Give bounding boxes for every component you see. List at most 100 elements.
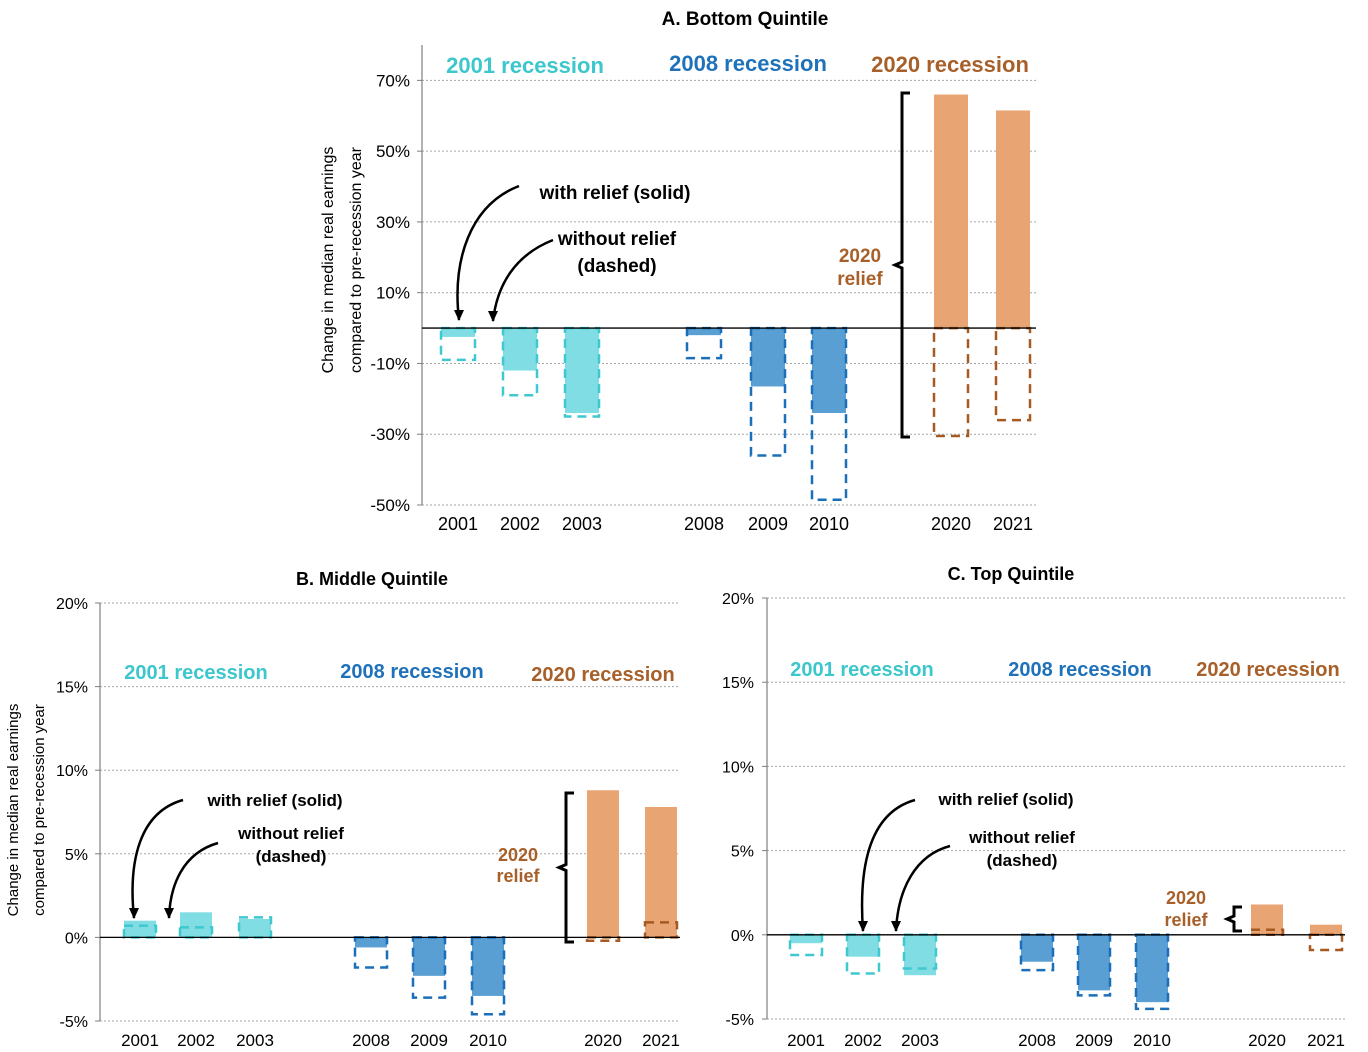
x-tick-label: 2020 [1248,1031,1286,1050]
bar-without-relief-2021 [1308,933,1344,952]
recession-label: 2008 recession [340,661,483,683]
x-tick-label: 2009 [748,514,788,534]
without-relief-annotation: (dashed) [256,847,327,866]
y-tick-label: 10% [56,763,88,780]
bar-with-relief-2002 [503,328,537,371]
x-tick-label: 2003 [236,1031,274,1050]
y-tick-label: 5% [65,847,88,864]
with-relief-annotation: with relief (solid) [206,791,342,810]
y-axis-label-line: compared to pre-recession year [31,704,48,916]
bar-with-relief-2020 [587,790,619,938]
panel-c-top: C. Top Quintile 20% 15% 10% 5% 0% -5% 2001 2002 2… [722,564,1345,1050]
bar-with-relief-2021 [996,110,1030,329]
bar-with-relief-2009 [1078,934,1110,991]
arrow-head [454,310,464,321]
y-tick-label: 70% [376,71,410,90]
y-axis-label-line: compared to pre-recession year [348,146,365,373]
y-axis-label: Change in median real earnings compared t… [5,704,48,917]
bar-with-relief-2020 [934,94,968,329]
annotation-arrow [860,798,916,932]
x-tick-label: 2021 [993,514,1033,534]
y-tick-label: 10% [722,759,754,776]
y-tick-label: 20% [722,591,754,608]
recession-label: 2008 recession [1008,659,1151,681]
arrow-head [164,908,174,919]
y-tick-label: -50% [370,496,410,515]
y-tick-label: 0% [65,930,88,947]
recession-label: 2020 recession [1196,659,1339,681]
bar-with-relief-2002 [180,912,212,938]
bar-with-relief-2008 [355,937,387,948]
annotation-arrow [167,841,219,919]
bar-without-relief-2001 [122,924,158,939]
x-tick-label: 2002 [500,514,540,534]
y-tick-label: 15% [56,680,88,697]
bar-with-relief-2001 [124,920,156,938]
bar-with-relief-2003 [565,328,599,413]
relief-brace [1223,905,1242,933]
x-tick-label: 2002 [844,1031,882,1050]
y-tick-label: 20% [56,596,88,613]
x-tick-label: 2020 [931,514,971,534]
x-tick-label: 2021 [1307,1031,1345,1050]
y-tick-label: -10% [370,354,410,373]
bar-with-relief-2003 [239,919,271,938]
panel-a-bottom: A. Bottom Quintile 70% 50% 30% 10% -10% -30% -5… [320,9,1036,534]
y-tick-label: 30% [376,213,410,232]
relief-brace [891,91,910,439]
x-tick-label: 2001 [121,1031,159,1050]
arrow-head [488,311,498,322]
bar-with-relief-2008 [687,328,721,336]
y-tick-label: 0% [731,928,754,945]
bar-with-relief-2010 [1136,934,1168,1003]
chart-title: B. Middle Quintile [296,569,448,589]
x-tick-label: 2001 [787,1031,825,1050]
annotation-arrow [131,798,184,919]
relief-brace [555,791,574,944]
bar-with-relief-2009 [751,328,785,387]
without-relief-annotation: without relief [968,828,1075,847]
x-tick-label: 2009 [410,1031,448,1050]
relief-label: 2020 [839,246,881,267]
y-tick-label: 10% [376,284,410,303]
x-tick-label: 2003 [901,1031,939,1050]
y-axis-label: Change in median real earnings compared t… [320,146,365,373]
relief-label: relief [1164,910,1208,930]
with-relief-annotation: with relief (solid) [539,183,691,204]
bar-without-relief-2020 [932,326,970,438]
x-tick-label: 2020 [584,1031,622,1050]
x-tick-label: 2008 [684,514,724,534]
y-tick-label: -30% [370,425,410,444]
relief-label: 2020 [498,845,538,865]
bar-without-relief-2021 [994,326,1032,422]
y-tick-label: 5% [731,844,754,861]
bar-with-relief-2008 [1021,934,1053,962]
x-tick-label: 2002 [177,1031,215,1050]
x-tick-label: 2010 [809,514,849,534]
without-relief-annotation: without relief [557,229,677,250]
x-tick-label: 2001 [438,514,478,534]
x-tick-label: 2021 [642,1031,680,1050]
chart-title: C. Top Quintile [948,564,1075,584]
chart-title: A. Bottom Quintile [662,9,829,30]
annotation-arrow [894,844,951,932]
recession-label: 2001 recession [446,53,604,78]
arrow-head [891,921,901,932]
y-tick-label: -5% [60,1014,88,1031]
recession-label: 2008 recession [669,51,827,76]
arrow-head [129,908,139,919]
x-tick-label: 2010 [469,1031,507,1050]
bar-with-relief-2001 [790,934,822,944]
bar-with-relief-2009 [413,937,445,976]
bar-with-relief-2010 [472,937,504,996]
x-tick-label: 2008 [352,1031,390,1050]
recession-label: 2020 recession [531,664,674,686]
y-tick-label: 50% [376,142,410,161]
bar-with-relief-2001 [441,328,475,337]
y-tick-label: -5% [726,1012,754,1029]
without-relief-annotation: (dashed) [987,851,1058,870]
x-tick-label: 2010 [1133,1031,1171,1050]
without-relief-annotation: (dashed) [577,256,656,277]
bar-with-relief-2021 [645,806,677,938]
